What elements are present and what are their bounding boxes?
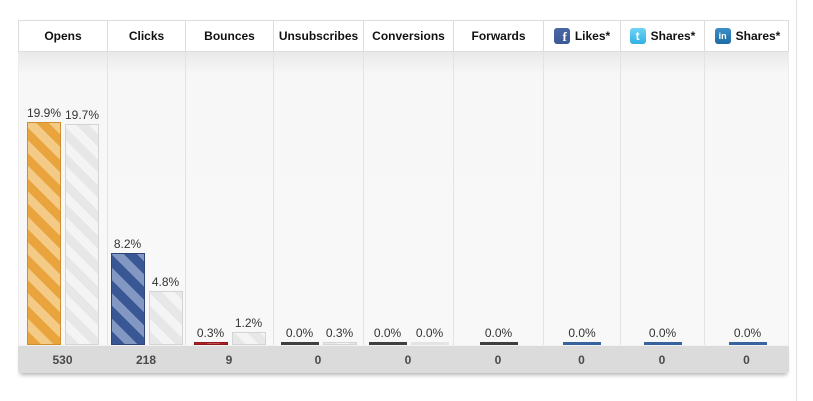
total-facebook-likes: 0 xyxy=(578,352,585,367)
bar-stack-opens-campaign: 19.9% xyxy=(27,107,61,345)
bar-label-unsubscribes-average: 0.3% xyxy=(325,326,354,340)
bar-stack-twitter-shares-campaign: 0.0% xyxy=(643,326,682,345)
bar-forwards-campaign[interactable] xyxy=(479,342,518,345)
bar-opens-campaign[interactable] xyxy=(26,122,61,345)
panel-right-edge xyxy=(796,0,797,401)
chart-column-facebook-likes: 0.0% xyxy=(544,52,621,345)
column-header-opens: Opens xyxy=(19,21,108,51)
bar-stack-bounces-campaign: 0.3% xyxy=(193,326,228,345)
bar-twitter-shares-campaign[interactable] xyxy=(643,342,682,345)
column-header-facebook-likes: f Likes* xyxy=(544,21,621,51)
bar-opens-average[interactable] xyxy=(65,124,100,345)
bar-bounces-campaign[interactable] xyxy=(193,342,228,345)
bar-stack-conversions-average: 0.0% xyxy=(410,326,449,345)
chart-column-unsubscribes: 0.0% 0.3% xyxy=(274,52,364,345)
bar-label-opens-campaign: 19.9% xyxy=(26,106,61,120)
total-bounces: 9 xyxy=(225,352,233,367)
bar-stack-unsubscribes-campaign: 0.0% xyxy=(280,326,319,345)
bar-label-opens-average: 19.7% xyxy=(65,108,100,122)
bar-linkedin-shares-campaign[interactable] xyxy=(728,342,767,345)
bar-stack-opens-average: 19.7% xyxy=(65,109,99,345)
bar-conversions-campaign[interactable] xyxy=(368,342,407,345)
bar-stack-linkedin-shares-campaign: 0.0% xyxy=(728,326,767,345)
bar-stack-unsubscribes-average: 0.3% xyxy=(322,326,357,345)
column-header-forwards: Forwards xyxy=(454,21,544,51)
bar-conversions-average[interactable] xyxy=(410,342,449,345)
column-header-linkedin-shares: in Shares* xyxy=(705,21,790,51)
total-unsubscribes: 0 xyxy=(314,352,322,367)
total-twitter-shares: 0 xyxy=(658,352,666,367)
total-linkedin-shares: 0 xyxy=(743,352,750,367)
bar-stack-clicks-campaign: 8.2% xyxy=(110,237,145,345)
column-header-unsubscribes: Unsubscribes xyxy=(274,21,364,51)
column-header-label: Likes* xyxy=(574,29,611,43)
bar-stack-clicks-average: 4.8% xyxy=(148,275,183,345)
chart-column-clicks: 8.2% 4.8% xyxy=(108,52,186,345)
bar-clicks-campaign[interactable] xyxy=(110,253,145,345)
column-header-clicks: Clicks xyxy=(108,21,186,51)
bar-clicks-average[interactable] xyxy=(148,291,183,345)
campaign-stats-report: Opens Clicks Bounces Unsubscribes Conversion… xyxy=(18,20,789,373)
column-header-label: Unsubscribes xyxy=(278,29,359,43)
bar-label-twitter-shares-campaign: 0.0% xyxy=(648,326,677,340)
bar-label-facebook-likes-campaign: 0.0% xyxy=(568,326,596,340)
total-conversions: 0 xyxy=(404,352,412,367)
column-header-label: Conversions xyxy=(372,29,445,43)
chart-column-twitter-shares: 0.0% xyxy=(621,52,705,345)
linkedin-icon: in xyxy=(714,28,731,44)
bar-stack-facebook-likes-campaign: 0.0% xyxy=(563,327,601,345)
chart-column-opens: 19.9% 19.7% xyxy=(19,52,108,345)
bar-label-clicks-average: 4.8% xyxy=(151,275,180,289)
bar-facebook-likes-campaign[interactable] xyxy=(563,342,601,345)
stats-chart-row: 19.9% 19.7% 8.2% 4.8% 0.3% 1.2% 0.0% 0.3% 0.0% 0.… xyxy=(18,52,789,345)
bar-bounces-average[interactable] xyxy=(231,332,266,345)
bar-label-conversions-average: 0.0% xyxy=(415,326,444,340)
total-clicks: 218 xyxy=(135,352,157,367)
bar-label-unsubscribes-campaign: 0.0% xyxy=(285,326,314,340)
bar-label-conversions-campaign: 0.0% xyxy=(373,326,402,340)
column-header-label: Shares* xyxy=(735,29,781,43)
column-header-label: Forwards xyxy=(471,29,526,43)
bar-unsubscribes-average[interactable] xyxy=(322,342,357,345)
column-header-label: Clicks xyxy=(128,29,165,43)
total-opens: 530 xyxy=(52,352,73,367)
bar-label-forwards-campaign: 0.0% xyxy=(484,326,513,340)
column-header-twitter-shares: t Shares* xyxy=(621,21,705,51)
column-header-label: Opens xyxy=(44,29,82,43)
column-header-label: Bounces xyxy=(204,29,255,43)
bar-label-linkedin-shares-campaign: 0.0% xyxy=(733,326,762,340)
chart-column-linkedin-shares: 0.0% xyxy=(705,52,790,345)
bar-unsubscribes-campaign[interactable] xyxy=(280,342,319,345)
chart-column-bounces: 0.3% 1.2% xyxy=(186,52,274,345)
bar-label-bounces-campaign: 0.3% xyxy=(196,326,225,340)
total-forwards: 0 xyxy=(494,352,502,367)
chart-column-conversions: 0.0% 0.0% xyxy=(364,52,454,345)
column-header-bounces: Bounces xyxy=(186,21,274,51)
column-header-label: Shares* xyxy=(650,29,696,43)
column-header-conversions: Conversions xyxy=(364,21,454,51)
bar-label-clicks-campaign: 8.2% xyxy=(113,237,142,251)
twitter-icon: t xyxy=(629,28,646,44)
facebook-icon: f xyxy=(553,28,570,44)
bar-stack-conversions-campaign: 0.0% xyxy=(368,326,407,345)
bar-stack-forwards-campaign: 0.0% xyxy=(479,326,518,345)
chart-column-forwards: 0.0% xyxy=(454,52,544,345)
stats-header-row: Opens Clicks Bounces Unsubscribes Conversion… xyxy=(18,20,789,52)
bar-label-bounces-average: 1.2% xyxy=(234,316,263,330)
bar-stack-bounces-average: 1.2% xyxy=(231,316,266,345)
stats-totals-row: 530 218 9 0 0 0 0 0 0 xyxy=(18,345,789,373)
